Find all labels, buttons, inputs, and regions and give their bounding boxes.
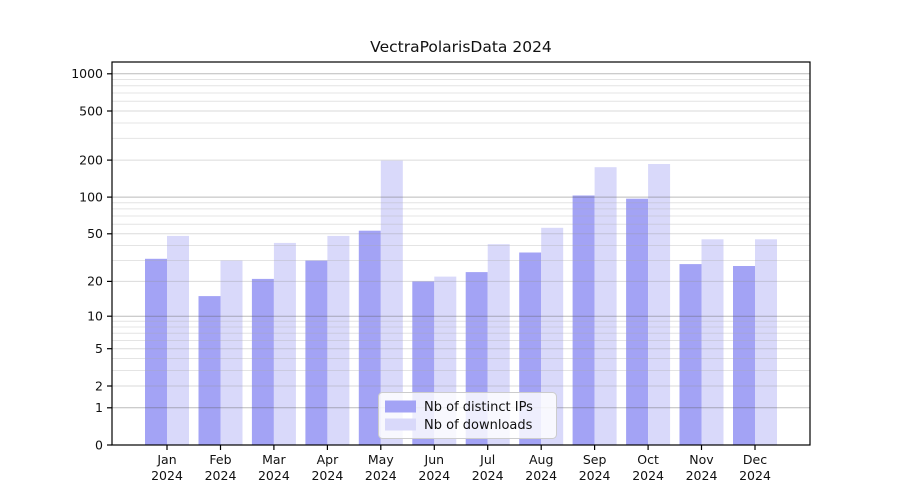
bar-oct-distinct-ips (626, 198, 649, 445)
bar-may-downloads (380, 160, 403, 445)
x-tick-label-month: Jun (424, 452, 445, 467)
y-tick-label: 10 (87, 309, 103, 324)
x-tick-label-year: 2024 (525, 468, 557, 483)
bar-feb-downloads (220, 260, 243, 445)
x-tick-label-month: Nov (689, 452, 714, 467)
y-tick-label: 100 (79, 189, 103, 204)
y-tick-label: 500 (79, 103, 103, 118)
x-tick-label-year: 2024 (205, 468, 237, 483)
y-tick-label: 5 (95, 341, 103, 356)
y-tick-label: 0 (95, 437, 103, 452)
legend-swatch-downloads (385, 418, 416, 431)
bar-oct-downloads (648, 164, 671, 445)
x-tick-label-year: 2024 (579, 468, 611, 483)
x-tick-label-year: 2024 (311, 468, 343, 483)
bar-mar-distinct-ips (251, 278, 274, 445)
legend: Nb of distinct IPs Nb of downloads (378, 392, 557, 439)
y-tick-label: 200 (79, 152, 103, 167)
bar-nov-downloads (701, 239, 724, 445)
x-tick-label-year: 2024 (365, 468, 397, 483)
x-tick-label-year: 2024 (258, 468, 290, 483)
y-tick-label: 50 (87, 226, 103, 241)
x-tick-label-month: Oct (637, 452, 659, 467)
legend-label-distinct-ips: Nb of distinct IPs (424, 400, 533, 415)
axes: 01251020501002005001000Jan2024Feb2024Mar… (71, 61, 811, 483)
x-tick-label-month: Sep (583, 452, 607, 467)
bar-may-distinct-ips (358, 230, 381, 445)
bar-jan-downloads (167, 235, 189, 445)
bar-apr-downloads (327, 235, 350, 445)
x-tick-label-year: 2024 (418, 468, 450, 483)
bar-nov-distinct-ips (679, 264, 702, 445)
chart-title: VectraPolarisData 2024 (370, 38, 552, 56)
x-tick-label-month: Mar (262, 452, 286, 467)
y-tick-label: 20 (87, 274, 103, 289)
x-tick-label-month: Jan (156, 452, 176, 467)
gridline-overlay (112, 73, 810, 409)
x-tick-label-year: 2024 (686, 468, 718, 483)
x-tick-label-month: Aug (529, 452, 553, 467)
legend-box (378, 392, 557, 439)
bar-dec-distinct-ips (733, 266, 755, 445)
x-tick-label-month: May (368, 452, 394, 467)
y-tick-label: 1 (95, 400, 103, 415)
bar-feb-distinct-ips (198, 296, 221, 445)
bar-sep-distinct-ips (572, 195, 595, 445)
bar-mar-downloads (273, 242, 296, 445)
x-tick-label-year: 2024 (739, 468, 771, 483)
legend-label-downloads: Nb of downloads (424, 418, 533, 433)
bar-apr-distinct-ips (305, 260, 328, 445)
x-tick-label-month: Apr (317, 452, 339, 467)
x-tick-label-year: 2024 (472, 468, 504, 483)
x-tick-label-month: Dec (743, 452, 767, 467)
legend-swatch-distinct-ips (385, 400, 416, 413)
bar-sep-downloads (594, 167, 617, 445)
x-tick-label-year: 2024 (151, 468, 183, 483)
x-tick-label-month: Feb (209, 452, 231, 467)
plot-border (111, 61, 811, 446)
bar-aug-downloads (541, 227, 564, 445)
y-tick-label: 1000 (71, 66, 103, 81)
bar-jan-distinct-ips (145, 258, 167, 445)
x-tick-label-year: 2024 (632, 468, 664, 483)
bar-dec-downloads (755, 239, 777, 445)
x-tick-label-month: Jul (479, 452, 495, 467)
y-tick-label: 2 (95, 378, 103, 393)
